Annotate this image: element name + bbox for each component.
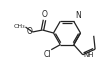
Text: O: O (26, 28, 32, 36)
Text: O: O (42, 10, 47, 19)
Text: N: N (75, 11, 80, 20)
Text: CH₃: CH₃ (13, 24, 25, 30)
Text: Cl: Cl (43, 50, 51, 59)
Text: NH: NH (84, 52, 94, 58)
